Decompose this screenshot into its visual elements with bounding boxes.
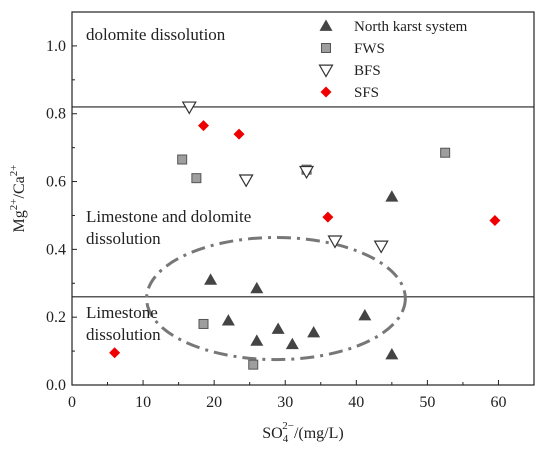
x-tick-label-2: 20: [206, 394, 222, 411]
data-points: [109, 101, 501, 370]
y-label-a: Mg: [11, 210, 28, 232]
zone-label-0-line-0: dolomite dissolution: [86, 25, 226, 44]
y-tick-label-1: 0.2: [46, 309, 66, 326]
zone-label-1-line-1: dissolution: [86, 229, 161, 248]
point-bfs-4: [373, 240, 389, 254]
zone-label-2-line-1: dissolution: [86, 325, 161, 344]
legend-marker-fws: [321, 43, 331, 53]
point-north-karst-system-3: [271, 322, 285, 334]
point-fws-3: [248, 359, 259, 370]
point-fws-2: [198, 318, 209, 329]
x-axis-title: SO42−/(mg/L): [262, 420, 343, 445]
point-bfs-1: [238, 174, 254, 188]
point-bfs-0: [181, 101, 197, 115]
x-tick-label-3: 30: [277, 394, 293, 411]
point-north-karst-system-6: [307, 325, 321, 338]
threshold-lines: [72, 106, 534, 298]
annotation-ellipse: [145, 235, 407, 362]
point-fws-0: [177, 154, 188, 165]
y-tick-label-4: 0.8: [46, 106, 66, 123]
axes: 0 10 20 30 40 50 60 0.0 0.2 0.4 0.6 0.8 1.0: [46, 11, 506, 411]
point-north-karst-system-5: [285, 337, 299, 350]
point-north-karst-system-0: [204, 273, 218, 285]
x-label-rest: /(mg/L): [294, 425, 344, 442]
point-bfs-2: [299, 165, 315, 180]
y-tick-label-2: 0.4: [46, 241, 66, 258]
annotation-ellipse-layer: [145, 235, 407, 362]
plot-frame: [71, 11, 535, 386]
point-sfs-4: [109, 347, 121, 359]
x-label-sup: 2−: [282, 420, 294, 432]
x-label-sub: 4: [283, 433, 289, 445]
legend: North karst system FWS BFS SFS: [318, 19, 468, 101]
zone-label-1-line-0: Limestone and dolomite: [86, 207, 251, 226]
point-north-karst-system-4: [250, 334, 264, 346]
y-tick-label-0: 0.0: [46, 377, 66, 394]
x-tick-label-0: 0: [68, 394, 76, 411]
point-north-karst-system-2: [221, 314, 235, 326]
legend-marker-bfs: [318, 64, 334, 78]
legend-marker-north-karst-system: [319, 19, 333, 31]
point-fws-1: [191, 173, 202, 184]
legend-label-bfs: BFS: [354, 63, 381, 79]
y-label-mid: /Ca: [11, 176, 28, 198]
legend-label-north-karst-system: North karst system: [354, 19, 468, 35]
x-tick-label-5: 50: [419, 394, 435, 411]
point-fws-5: [440, 147, 451, 158]
point-sfs-1: [233, 128, 245, 140]
x-tick-label-6: 60: [490, 394, 506, 411]
y-label-b-sup: 2+: [8, 165, 20, 177]
legend-marker-sfs: [320, 86, 332, 98]
point-north-karst-system-9: [385, 347, 399, 360]
point-bfs-3: [327, 235, 343, 249]
y-tick-label-5: 1.0: [46, 38, 66, 55]
y-axis-title: Mg2+/Ca2+: [8, 165, 28, 233]
zone-labels: dolomite dissolution Limestone and dolomi…: [86, 25, 251, 344]
x-tick-label-4: 40: [348, 394, 364, 411]
point-north-karst-system-1: [250, 281, 264, 294]
point-north-karst-system-7: [358, 308, 372, 321]
x-label-base: SO: [262, 425, 282, 442]
x-tick-label-1: 10: [135, 394, 151, 411]
point-sfs-0: [197, 120, 209, 132]
point-north-karst-system-8: [385, 190, 399, 202]
point-sfs-2: [322, 211, 334, 223]
legend-label-fws: FWS: [354, 41, 385, 57]
point-sfs-3: [489, 215, 501, 227]
legend-label-sfs: SFS: [354, 85, 379, 101]
y-tick-label-3: 0.6: [46, 174, 66, 191]
zone-label-2-line-0: Limestone: [86, 303, 158, 322]
y-label-a-sup: 2+: [8, 198, 20, 210]
